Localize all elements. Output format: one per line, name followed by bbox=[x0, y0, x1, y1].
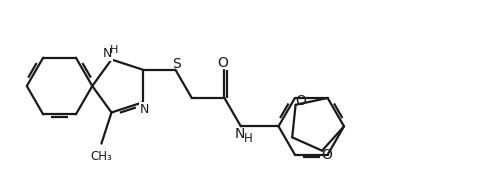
Text: O: O bbox=[295, 94, 306, 108]
Text: S: S bbox=[172, 57, 181, 71]
Text: N: N bbox=[103, 47, 112, 60]
Text: O: O bbox=[217, 56, 228, 70]
Text: CH₃: CH₃ bbox=[90, 150, 112, 163]
Text: N: N bbox=[140, 103, 149, 116]
Text: O: O bbox=[321, 148, 332, 162]
Text: N: N bbox=[235, 127, 245, 141]
Text: H: H bbox=[244, 132, 252, 145]
Text: H: H bbox=[110, 45, 119, 55]
